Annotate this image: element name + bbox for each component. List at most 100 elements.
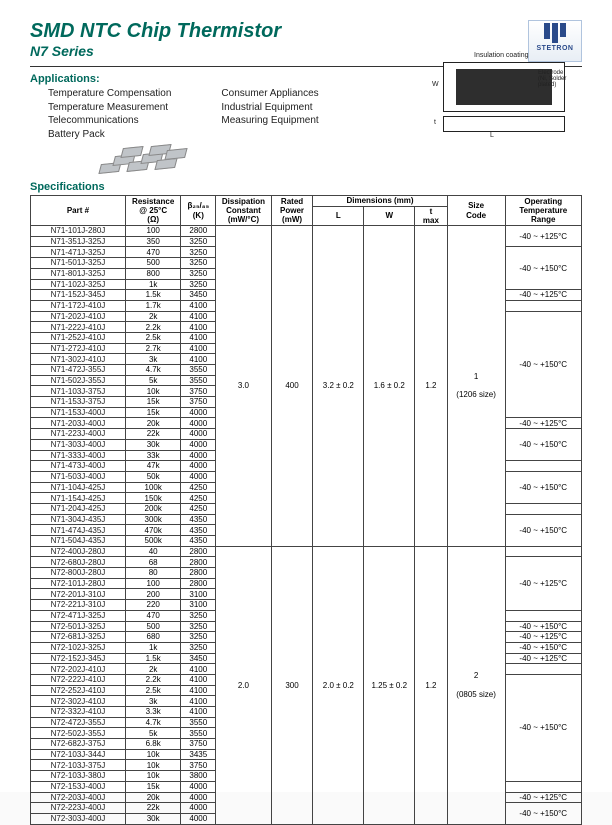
resistance-cell: 3.3k (125, 707, 181, 718)
table-row: N71-101J-280J10028003.04003.2 ± 0.21.6 ±… (31, 226, 582, 237)
part-cell: N71-471J-325J (31, 247, 126, 258)
resistance-cell: 100 (125, 226, 181, 237)
resistance-cell: 2k (125, 664, 181, 675)
range-cell (505, 503, 581, 514)
beta-cell: 4250 (181, 482, 216, 493)
range-cell: -40 ~ +150°C (505, 621, 581, 632)
resistance-cell: 15k (125, 407, 181, 418)
part-cell: N72-102J-325J (31, 642, 126, 653)
dimension-diagram: Insulation coating W Electrode (Ni, Sold… (434, 62, 574, 132)
resistance-cell: 68 (125, 557, 181, 568)
part-cell: N72-103J-344J (31, 749, 126, 760)
beta-cell: 3750 (181, 760, 216, 771)
beta-cell: 3750 (181, 386, 216, 397)
resistance-cell: 20k (125, 792, 181, 803)
app-item: Temperature Measurement (48, 101, 171, 115)
part-cell: N72-303J-400J (31, 813, 126, 824)
resistance-cell: 3k (125, 696, 181, 707)
resistance-cell: 500k (125, 536, 181, 547)
part-cell: N72-152J-345J (31, 653, 126, 664)
resistance-cell: 470k (125, 525, 181, 536)
beta-cell: 4350 (181, 514, 216, 525)
beta-cell: 4000 (181, 813, 216, 824)
app-item: Consumer Appliances (221, 87, 318, 101)
beta-cell: 4100 (181, 664, 216, 675)
range-cell: -40 ~ +125°C (505, 557, 581, 610)
part-cell: N71-102J-325J (31, 279, 126, 290)
beta-cell: 4350 (181, 536, 216, 547)
range-cell: -40 ~ +125°C (505, 226, 581, 247)
resistance-cell: 2.5k (125, 332, 181, 343)
resistance-cell: 10k (125, 760, 181, 771)
part-cell: N71-172J-410J (31, 300, 126, 311)
range-cell: -40 ~ +150°C (505, 471, 581, 503)
part-cell: N71-154J-425J (31, 493, 126, 504)
app-item: Telecommunications (48, 114, 171, 128)
specifications-heading: Specifications (30, 181, 582, 193)
beta-cell: 4100 (181, 311, 216, 322)
resistance-cell: 5k (125, 375, 181, 386)
resistance-cell: 2k (125, 311, 181, 322)
beta-cell: 2800 (181, 226, 216, 237)
beta-cell: 4100 (181, 322, 216, 333)
resistance-cell: 470 (125, 247, 181, 258)
applications-col1: Temperature Compensation Temperature Mea… (30, 87, 171, 141)
resistance-cell: 22k (125, 429, 181, 440)
beta-cell: 4100 (181, 696, 216, 707)
logo-bars-icon (544, 23, 566, 43)
beta-cell: 4000 (181, 418, 216, 429)
beta-cell: 3250 (181, 610, 216, 621)
resistance-cell: 80 (125, 568, 181, 579)
part-cell: N72-222J-410J (31, 674, 126, 685)
specifications-table: Part # Resistance @ 25°C (Ω) β₂₅/₈₅ (K) … (30, 195, 582, 825)
beta-cell: 2800 (181, 557, 216, 568)
resistance-cell: 4.7k (125, 717, 181, 728)
beta-cell: 3100 (181, 600, 216, 611)
diss-cell: 3.0 (216, 226, 272, 547)
beta-cell: 3550 (181, 728, 216, 739)
beta-cell: 4100 (181, 332, 216, 343)
resistance-cell: 800 (125, 268, 181, 279)
resistance-cell: 220 (125, 600, 181, 611)
diagram-label: Insulation coating (474, 52, 528, 59)
beta-cell: 4000 (181, 429, 216, 440)
part-cell: N72-501J-325J (31, 621, 126, 632)
resistance-cell: 15k (125, 397, 181, 408)
header: SMD NTC Chip Thermistor N7 Series STETRO… (30, 20, 582, 67)
table-row: N72-400J-280J4028002.03002.0 ± 0.21.25 ±… (31, 546, 582, 557)
beta-cell: 4100 (181, 300, 216, 311)
range-cell (505, 546, 581, 557)
part-cell: N71-351J-325J (31, 236, 126, 247)
part-cell: N72-201J-310J (31, 589, 126, 600)
diagram-side-view: t (443, 116, 565, 132)
resistance-cell: 10k (125, 771, 181, 782)
part-cell: N72-103J-380J (31, 771, 126, 782)
part-cell: N72-471J-325J (31, 610, 126, 621)
range-cell: -40 ~ +150°C (505, 642, 581, 653)
resistance-cell: 5k (125, 728, 181, 739)
col-resistance: Resistance @ 25°C (Ω) (125, 196, 181, 226)
L-cell: 3.2 ± 0.2 (313, 226, 364, 547)
part-cell: N71-801J-325J (31, 268, 126, 279)
part-cell: N71-502J-355J (31, 375, 126, 386)
diagram-t-label: t (434, 119, 436, 126)
resistance-cell: 6.8k (125, 739, 181, 750)
beta-cell: 3550 (181, 717, 216, 728)
part-cell: N71-503J-400J (31, 471, 126, 482)
part-cell: N72-332J-410J (31, 707, 126, 718)
part-cell: N71-222J-410J (31, 322, 126, 333)
part-cell: N72-202J-410J (31, 664, 126, 675)
part-cell: N71-474J-435J (31, 525, 126, 536)
beta-cell: 4000 (181, 439, 216, 450)
resistance-cell: 1k (125, 279, 181, 290)
app-item: Measuring Equipment (221, 114, 318, 128)
part-cell: N71-101J-280J (31, 226, 126, 237)
diss-cell: 2.0 (216, 546, 272, 824)
resistance-cell: 150k (125, 493, 181, 504)
resistance-cell: 50k (125, 471, 181, 482)
resistance-cell: 300k (125, 514, 181, 525)
resistance-cell: 200k (125, 503, 181, 514)
range-cell: -40 ~ +150°C (505, 311, 581, 418)
resistance-cell: 2.2k (125, 674, 181, 685)
part-cell: N72-800J-280J (31, 568, 126, 579)
